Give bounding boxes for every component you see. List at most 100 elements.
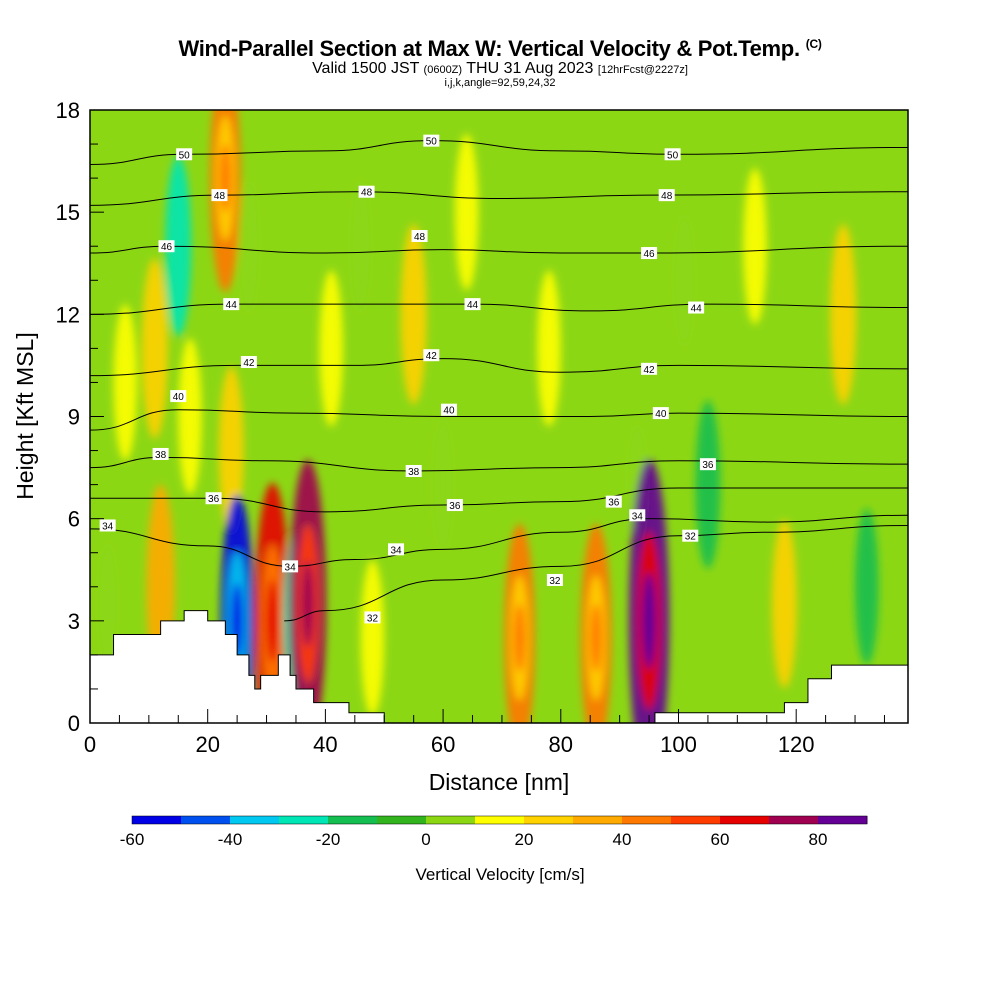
theta-contour-32 [284,524,908,622]
contour-label: 32 [364,611,381,624]
contour-label-text: 36 [608,498,620,509]
x-axis-label: Distance [nm] [429,769,570,795]
contour-label: 44 [688,301,705,315]
contour-label: 32 [682,529,699,543]
contour-label: 42 [240,356,257,369]
y-tick-label: 9 [68,405,80,430]
contour-label-box [688,301,705,314]
y-tick-label: 3 [68,609,80,634]
theta-contour-38 [90,456,908,472]
velocity-cell-peak [641,572,657,670]
contour-label: 48 [211,189,228,202]
contour-label-box [641,247,658,260]
contour-label: 48 [358,185,375,199]
contour-label-text: 48 [661,191,673,202]
velocity-cell [855,508,879,665]
colorbar-segment [573,816,623,824]
copyright-mark: (C) [805,36,822,51]
contour-label: 36 [205,492,222,505]
contour-label-box [664,148,681,161]
contour-label-box [358,185,375,198]
contour-label-text: 50 [179,150,191,161]
colorbar-tick-label: 80 [809,830,828,849]
contour-label: 50 [664,148,681,161]
velocity-cell-peak [590,603,602,673]
contour-label-text: 50 [667,150,679,161]
contour-label: 36 [699,458,716,471]
colorbar-tick-label: -20 [316,830,341,849]
contour-label-text: 44 [467,300,479,311]
contour-label: 44 [464,298,481,311]
contour-label: 40 [440,403,457,417]
y-tick-label: 0 [68,711,80,736]
contour-label-text: 36 [702,460,714,471]
x-tick-label: 0 [84,732,96,757]
velocity-cell [319,270,344,427]
y-tick-label: 6 [68,507,80,532]
contour-label-box [605,495,622,508]
contour-label-box [699,458,716,471]
colorbar-tick-label: -40 [218,830,243,849]
contour-label: 36 [605,495,622,509]
colorbar-tick-label: 20 [515,830,534,849]
contour-label-text: 40 [443,406,455,417]
contour-label-text: 32 [685,532,697,543]
colorbar-segment [132,816,182,824]
x-tick-label: 120 [778,732,815,757]
contour-label-text: 42 [426,351,438,362]
theta-contour-40 [90,409,908,431]
contour-label-text: 36 [208,494,220,505]
contour-label-box [423,134,440,147]
contour-label-text: 46 [644,249,656,260]
colorbar-segment [230,816,280,824]
contour-label: 42 [641,362,658,376]
colorbar-segment [377,816,427,824]
contour-label-box [405,464,422,477]
contour-label: 34 [99,519,116,532]
contour-label-box [211,189,228,202]
contour-label: 40 [652,407,669,420]
contour-label-text: 46 [161,242,173,253]
y-tick-label: 18 [56,98,80,123]
contour-label-text: 50 [426,137,438,148]
velocity-cell [673,214,695,347]
colorbar-segment [671,816,721,824]
velocity-cell [141,258,168,439]
contour-label-text: 48 [361,188,373,199]
velocity-cell [454,134,479,291]
contour-label: 46 [158,240,175,253]
contour-label-box [411,230,428,243]
contour-label-box [240,356,257,369]
y-axis: 0 3 6 9 12 15 18 [56,98,104,736]
colorbar-segment [279,816,329,824]
theta-contour-46 [90,245,908,254]
contour-label: 36 [446,499,463,512]
contour-label-text: 34 [390,545,402,556]
velocity-cell [400,224,427,405]
contour-label-text: 34 [285,562,297,573]
contour-label-box [152,447,169,460]
velocity-cell [695,400,721,569]
velocity-cell-peak [266,579,279,663]
colorbar-tick-label: 0 [421,830,430,849]
contour-label-text: 44 [691,304,703,315]
colorbar-segment [328,816,378,824]
contour-label-box [388,543,405,556]
contour-label-box [223,298,240,311]
contour-label-text: 38 [155,450,167,461]
colorbar: -60 -40 -20 0 20 40 60 80 [120,815,868,849]
velocity-cell [350,180,372,313]
contour-label-text: 32 [367,613,379,624]
chart-title: Wind-Parallel Section at Max W: Vertical… [178,36,822,61]
contour-label-box [205,492,222,505]
theta-contour-42 [90,358,908,377]
contour-label-text: 42 [644,365,656,376]
contour-label: 48 [658,189,675,202]
velocity-cell [113,304,138,461]
contour-label: 42 [423,349,440,362]
y-axis-label: Height [Kft MSL] [12,332,38,499]
velocity-cell [360,559,385,716]
contour-label: 50 [423,134,440,148]
contour-label-box [170,390,187,403]
x-axis: 0 20 40 60 80 100 120 [84,709,885,757]
